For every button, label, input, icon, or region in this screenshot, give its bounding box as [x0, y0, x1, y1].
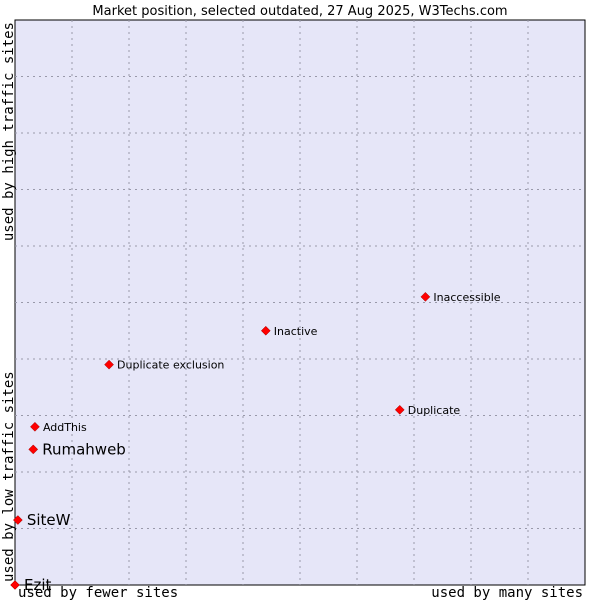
data-point: Inactive — [260, 325, 318, 338]
point-marker — [30, 421, 40, 432]
chart-title: Market position, selected outdated, 27 A… — [92, 4, 507, 19]
point-label: Ezit — [24, 576, 52, 594]
x-axis-label-right: used by many sites — [431, 585, 583, 600]
point-label: Duplicate — [408, 404, 461, 417]
data-point: Rumahweb — [28, 440, 126, 458]
point-marker — [104, 359, 114, 370]
point-label: Inaccessible — [433, 291, 500, 304]
data-point: AddThis — [30, 421, 87, 434]
grid-lines — [15, 20, 585, 585]
y-axis-label-bottom: used by low traffic sites — [1, 371, 17, 582]
data-point: Duplicate exclusion — [104, 359, 224, 372]
point-label: AddThis — [43, 421, 87, 434]
point-label: SiteW — [27, 511, 71, 529]
y-axis-label-top: used by high traffic sites — [1, 22, 17, 241]
x-axis-label-left: used by fewer sites — [18, 585, 178, 600]
data-point: Duplicate — [394, 404, 461, 417]
data-point: Ezit — [10, 576, 52, 594]
data-point: Inaccessible — [420, 291, 501, 304]
point-marker — [394, 404, 405, 415]
data-points: Inaccessible Inactive Duplicate exclusion D… — [10, 291, 501, 594]
point-marker — [420, 291, 431, 302]
point-marker — [12, 515, 23, 525]
point-label: Rumahweb — [42, 440, 126, 458]
data-point: SiteW — [12, 511, 71, 529]
point-marker — [260, 325, 271, 336]
point-label: Duplicate exclusion — [117, 359, 224, 372]
point-label: Inactive — [274, 325, 318, 338]
point-marker — [10, 580, 20, 590]
point-marker — [28, 444, 39, 455]
